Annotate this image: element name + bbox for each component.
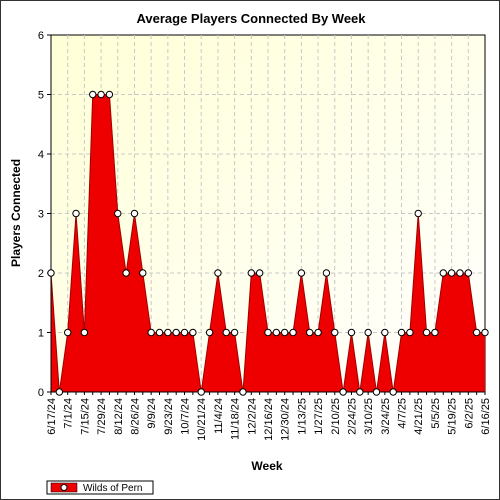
legend-marker [60, 484, 68, 491]
y-tick-label: 5 [38, 90, 44, 102]
data-point [289, 328, 297, 337]
data-point [280, 328, 289, 337]
x-tick-label: 1/27/25 [313, 398, 325, 435]
data-point [431, 328, 439, 337]
x-tick-label: 8/26/24 [129, 398, 141, 435]
data-point [372, 388, 381, 396]
data-point [239, 388, 247, 396]
data-point [114, 209, 122, 218]
data-point [63, 328, 72, 337]
y-tick-label: 6 [38, 30, 44, 42]
x-tick-label: 5/5/25 [430, 398, 442, 429]
data-point [164, 328, 172, 337]
data-point [381, 328, 389, 337]
data-point [72, 209, 80, 218]
data-point [222, 328, 230, 337]
y-tick-labels: 0 1 2 3 4 5 6 [38, 30, 44, 399]
data-point [364, 328, 372, 337]
x-tick-label: 3/10/25 [363, 398, 375, 435]
x-tick-label: 9/23/24 [163, 398, 175, 435]
x-tick-label: 6/17/24 [46, 398, 58, 435]
y-axis-label: Players Connected [9, 159, 23, 267]
data-point [180, 328, 189, 337]
x-tick-label: 11/4/24 [213, 398, 225, 434]
x-tick-label: 1/13/25 [296, 398, 308, 435]
axes [47, 34, 486, 395]
data-point [306, 328, 314, 337]
x-tick-label: 12/30/24 [280, 398, 292, 441]
y-tick-label: 4 [38, 149, 44, 161]
x-tick-label: 12/16/24 [263, 398, 275, 441]
x-tick-label: 2/24/25 [346, 398, 358, 435]
chart-title: Average Players Connected By Week [136, 11, 366, 26]
data-points [47, 90, 489, 396]
data-point [422, 328, 431, 337]
data-point [472, 328, 481, 337]
data-point [247, 269, 256, 277]
data-point [297, 269, 306, 277]
data-point [414, 209, 422, 218]
data-point [89, 90, 97, 99]
data-point [464, 269, 473, 277]
data-point [356, 388, 364, 396]
data-point [139, 269, 147, 277]
data-point [481, 328, 489, 337]
x-tick-label: 9/9/24 [146, 398, 158, 429]
data-point [197, 388, 205, 396]
x-axis-label: Week [251, 459, 282, 473]
data-point [272, 328, 281, 337]
data-point [389, 388, 397, 396]
data-point [347, 328, 356, 337]
x-tick-label: 8/12/24 [113, 398, 125, 435]
data-point [130, 209, 139, 218]
y-tick-label: 0 [38, 387, 44, 399]
y-tick-label: 2 [38, 268, 44, 280]
data-point [205, 328, 214, 337]
x-tick-labels: 6/17/24 7/1/24 7/15/24 7/29/24 8/12/24 8/26/2… [46, 398, 492, 441]
x-tick-label: 10/21/24 [196, 398, 208, 441]
data-point [189, 328, 197, 337]
x-tick-label: 7/15/24 [79, 398, 91, 435]
x-tick-label: 6/16/25 [480, 398, 492, 435]
x-tick-label: 12/2/24 [246, 398, 258, 435]
data-point [322, 269, 331, 277]
y-tick-label: 3 [38, 209, 44, 221]
data-point [447, 269, 456, 277]
x-tick-label: 10/7/24 [180, 398, 192, 435]
x-tick-label: 6/2/25 [463, 398, 475, 429]
x-tick-label: 3/24/25 [380, 398, 392, 435]
data-point [264, 328, 272, 337]
x-tick-label: 11/18/24 [230, 398, 242, 440]
data-point [397, 328, 406, 337]
data-point [255, 269, 264, 277]
data-point [439, 269, 447, 277]
data-point [331, 328, 339, 337]
data-point [456, 269, 464, 277]
data-point [314, 328, 322, 337]
data-point [155, 328, 164, 337]
data-point [406, 328, 414, 337]
x-tick-label: 7/1/24 [63, 398, 75, 429]
data-point [55, 388, 64, 396]
data-point [80, 328, 89, 337]
x-tick-label: 2/10/25 [330, 398, 342, 435]
data-point [47, 269, 55, 277]
legend-series-name: Wilds of Pern [83, 483, 142, 494]
data-point [172, 328, 180, 337]
data-point [214, 269, 222, 277]
legend: Wilds of Pern [46, 480, 154, 495]
x-tick-label: 7/29/24 [96, 398, 108, 435]
y-tick-label: 1 [38, 328, 44, 340]
x-tick-label: 4/21/25 [413, 398, 425, 435]
data-point [230, 328, 239, 337]
data-point [97, 90, 105, 99]
data-point [147, 328, 155, 337]
x-tick-label: 5/19/25 [447, 398, 459, 435]
x-tick-label: 4/7/25 [397, 398, 409, 429]
data-point [105, 90, 114, 99]
data-point [339, 388, 347, 396]
data-point [122, 269, 130, 277]
